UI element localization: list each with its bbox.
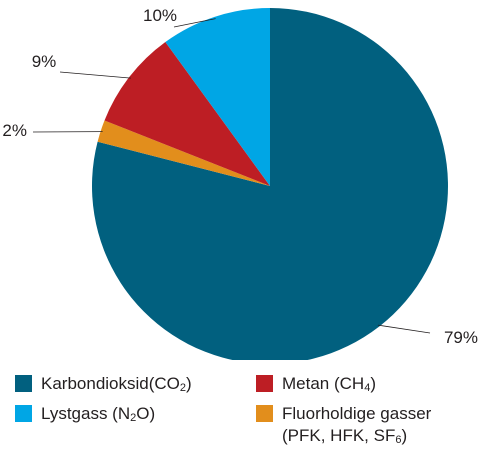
pie-chart: 79% 2% 9% 10%	[2, 6, 478, 360]
legend-label-co2: Karbondioksid(CO2)	[41, 374, 192, 394]
legend-label-fluor: Fluorholdige gasser (PFK, HFK, SF6)	[282, 404, 432, 446]
pie-slice-fluor	[97, 120, 270, 186]
pie-slice-co2	[91, 8, 448, 360]
leader-line-co2	[377, 324, 431, 334]
legend-swatch-ch4	[256, 375, 273, 392]
legend-swatch-fluor	[256, 405, 273, 422]
percent-label-n2o: 10%	[143, 6, 177, 25]
legend-swatch-n2o	[15, 405, 32, 422]
pie-slices	[91, 8, 448, 360]
legend-item-ch4: Metan (CH4)	[256, 373, 376, 397]
legend-label-ch4: Metan (CH4)	[282, 374, 376, 394]
pie-slice-n2o	[165, 8, 270, 186]
percent-label-ch4: 9%	[32, 52, 57, 71]
leader-line-ch4	[59, 71, 131, 79]
legend-item-n2o: Lystgass (N2O)	[15, 403, 155, 427]
leader-line-n2o	[173, 18, 216, 28]
legend-item-fluor: Fluorholdige gasser (PFK, HFK, SF6)	[256, 403, 431, 449]
pie-slice-ch4	[104, 41, 270, 186]
legend-label-n2o: Lystgass (N2O)	[41, 404, 156, 424]
legend-swatch-co2	[15, 375, 32, 392]
percent-label-fluor: 2%	[2, 121, 27, 140]
legend-item-co2: Karbondioksid(CO2)	[15, 373, 192, 397]
leader-lines	[32, 18, 431, 334]
percentage-labels: 79% 2% 9% 10%	[2, 6, 478, 347]
percent-label-co2: 79%	[444, 328, 478, 347]
